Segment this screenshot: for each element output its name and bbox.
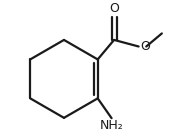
- Text: O: O: [109, 2, 119, 15]
- Text: O: O: [140, 40, 150, 53]
- Text: NH₂: NH₂: [100, 119, 123, 132]
